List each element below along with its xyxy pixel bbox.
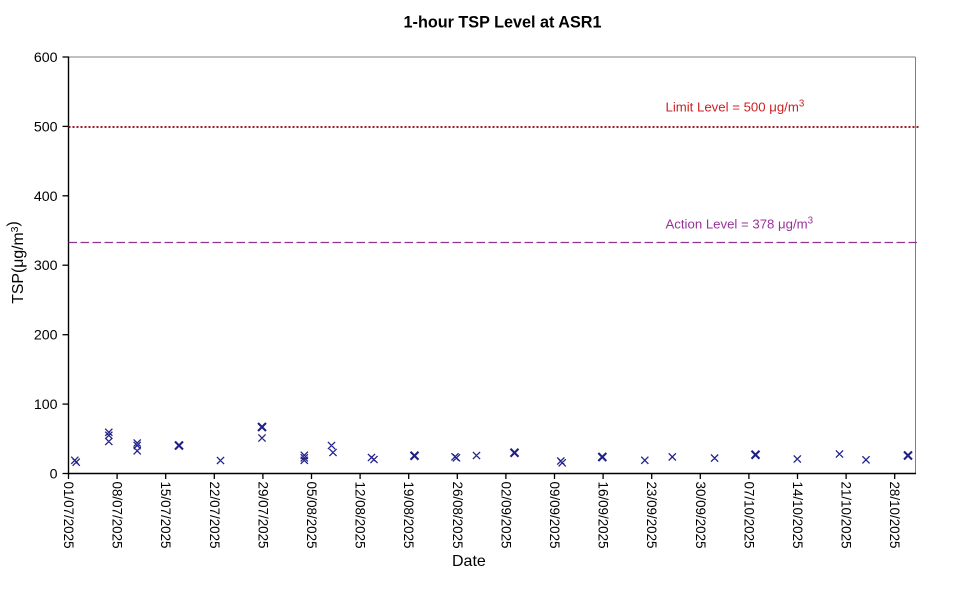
svg-text:600: 600	[34, 50, 58, 66]
svg-text:21/10/2025: 21/10/2025	[839, 482, 854, 549]
svg-text:TSP(μg/m3): TSP(μg/m3)	[5, 221, 27, 304]
svg-text:02/09/2025: 02/09/2025	[498, 482, 513, 549]
svg-text:23/09/2025: 23/09/2025	[644, 482, 659, 549]
svg-text:30/09/2025: 30/09/2025	[693, 482, 708, 549]
svg-text:500: 500	[34, 119, 58, 135]
svg-text:Date: Date	[452, 553, 486, 570]
svg-text:19/08/2025: 19/08/2025	[401, 482, 416, 549]
svg-text:01/07/2025: 01/07/2025	[61, 482, 76, 549]
svg-text:22/07/2025: 22/07/2025	[207, 482, 222, 549]
svg-text:26/08/2025: 26/08/2025	[450, 482, 465, 549]
svg-text:29/07/2025: 29/07/2025	[255, 482, 270, 549]
svg-text:07/10/2025: 07/10/2025	[741, 482, 756, 549]
svg-text:14/10/2025: 14/10/2025	[790, 482, 805, 549]
svg-text:15/07/2025: 15/07/2025	[158, 482, 173, 549]
svg-text:05/08/2025: 05/08/2025	[304, 482, 319, 549]
svg-text:16/09/2025: 16/09/2025	[596, 482, 611, 549]
svg-text:09/09/2025: 09/09/2025	[547, 482, 562, 549]
svg-text:1-hour TSP Level at ASR1: 1-hour TSP Level at ASR1	[404, 14, 602, 32]
svg-text:300: 300	[34, 258, 58, 274]
svg-text:28/10/2025: 28/10/2025	[887, 482, 902, 549]
svg-text:Limit Level = 500 μg/m3: Limit Level = 500 μg/m3	[666, 99, 805, 115]
svg-text:08/07/2025: 08/07/2025	[110, 482, 125, 549]
svg-text:12/08/2025: 12/08/2025	[353, 482, 368, 549]
svg-text:100: 100	[34, 397, 58, 413]
svg-text:Action Level = 378 μg/m3: Action Level = 378 μg/m3	[666, 215, 814, 231]
svg-text:400: 400	[34, 189, 58, 205]
svg-text:0: 0	[50, 467, 58, 483]
svg-text:200: 200	[34, 328, 58, 344]
